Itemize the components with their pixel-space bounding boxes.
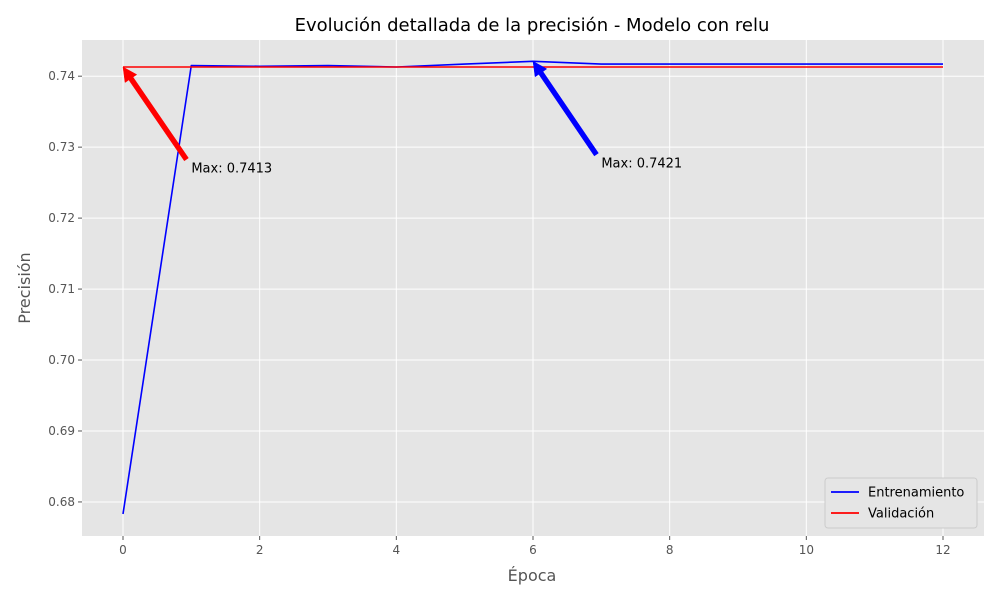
x-tick-label: 8	[666, 543, 674, 557]
legend-box	[824, 477, 978, 529]
legend-label: Entrenamiento	[868, 486, 964, 501]
y-tick-label: 0.72	[48, 211, 75, 225]
annotation-label: Max: 0.7421	[601, 156, 682, 171]
y-axis-title: Precisión	[15, 252, 34, 323]
annotation-arrow	[122, 66, 189, 162]
legend-label: Validación	[868, 507, 934, 522]
x-axis-title: Época	[508, 566, 557, 585]
y-tick-label: 0.71	[48, 282, 75, 296]
grid	[82, 40, 984, 536]
x-tick-label: 10	[799, 543, 814, 557]
x-tick-label: 12	[935, 543, 950, 557]
legend: Entrenamiento Validación	[824, 477, 978, 529]
chart-title: Evolución detallada de la precisión - Mo…	[295, 15, 770, 36]
y-tick-label: 0.70	[48, 353, 75, 367]
annotation-label: Max: 0.7413	[191, 161, 272, 176]
x-tick-label: 2	[256, 543, 264, 557]
x-tick-label: 0	[119, 543, 127, 557]
axis-ticks: 0 2 4 6 8 10 12 0.68 0.69 0.70 0.71 0.72 0.73 0.74	[48, 69, 950, 557]
y-tick-label: 0.69	[48, 424, 75, 438]
annotations: Max: 0.7413 Max: 0.7421	[122, 60, 682, 176]
y-tick-label: 0.73	[48, 140, 75, 154]
y-tick-label: 0.68	[48, 495, 75, 509]
annotation-arrow	[532, 60, 599, 157]
x-tick-label: 4	[393, 543, 401, 557]
y-tick-label: 0.74	[48, 69, 75, 83]
x-tick-label: 6	[529, 543, 537, 557]
